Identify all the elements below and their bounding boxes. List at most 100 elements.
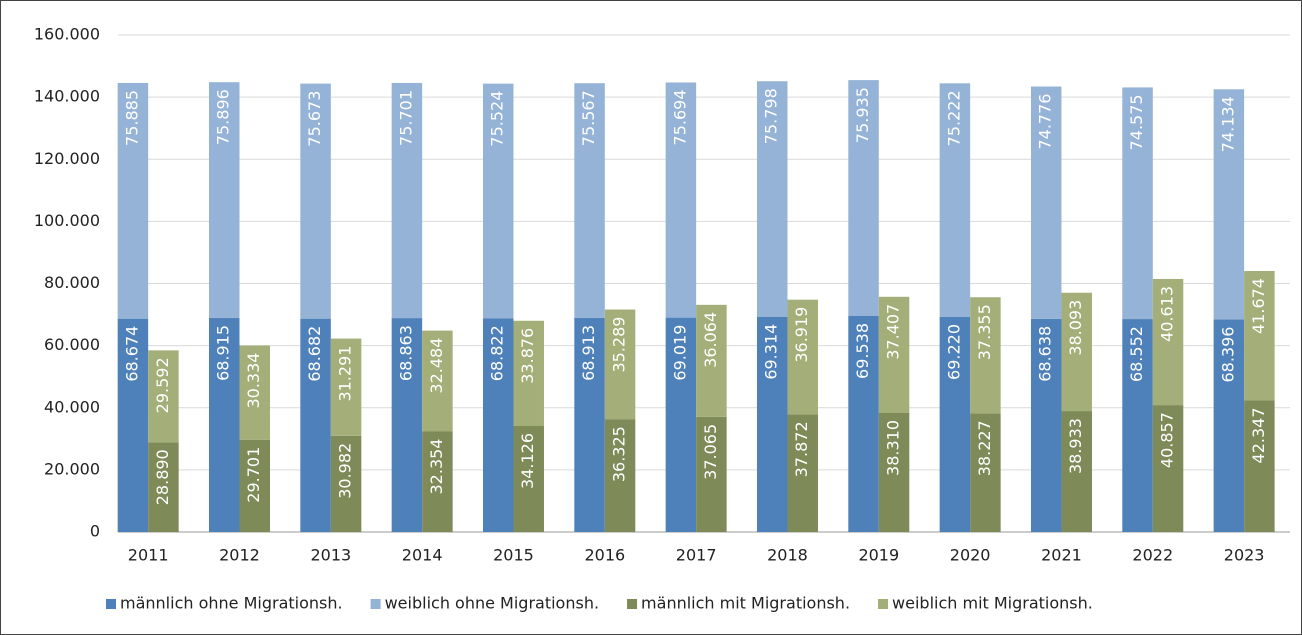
bar — [1061, 292, 1092, 412]
data-label: 68.863 — [396, 325, 415, 381]
data-label: 34.126 — [518, 433, 537, 489]
bar — [970, 413, 1001, 532]
x-tick-label: 2019 — [858, 546, 899, 565]
legend-swatch — [878, 599, 889, 609]
y-tick-label: 80.000 — [44, 273, 100, 292]
data-label: 74.776 — [1036, 94, 1055, 150]
bar — [300, 83, 331, 319]
data-label: 75.798 — [762, 88, 781, 144]
data-label: 68.915 — [214, 325, 233, 381]
data-label: 28.890 — [153, 449, 172, 505]
bar — [330, 435, 362, 532]
data-label: 37.065 — [701, 424, 720, 480]
data-label: 68.396 — [1218, 327, 1237, 383]
bar — [117, 82, 149, 319]
bar — [878, 412, 910, 532]
data-label: 30.334 — [244, 353, 263, 409]
bar — [148, 442, 179, 532]
data-label: 35.289 — [610, 317, 629, 373]
bar — [513, 425, 544, 532]
bar — [208, 82, 240, 318]
bar — [1152, 405, 1184, 532]
bar — [239, 439, 270, 532]
data-label: 37.872 — [792, 421, 811, 477]
y-tick-label: 140.000 — [34, 87, 100, 106]
bar — [574, 83, 605, 318]
data-label: 75.567 — [579, 90, 598, 146]
x-tick-label: 2020 — [950, 546, 991, 565]
bar — [756, 81, 788, 317]
x-tick-label: 2018 — [767, 546, 808, 565]
x-tick-label: 2013 — [310, 546, 351, 565]
bar — [939, 316, 971, 532]
data-label: 33.876 — [518, 328, 537, 384]
legend-swatch — [106, 599, 116, 609]
y-tick-label: 0 — [90, 522, 100, 541]
bar — [665, 317, 697, 532]
bar — [848, 315, 879, 532]
bar — [117, 318, 149, 532]
x-tick-label: 2022 — [1132, 546, 1173, 565]
y-tick-label: 20.000 — [44, 459, 100, 478]
bar — [878, 296, 910, 413]
bar — [482, 83, 514, 319]
bar — [604, 419, 636, 532]
data-label: 75.222 — [944, 90, 963, 146]
data-label: 68.674 — [122, 326, 141, 382]
y-tick-label: 120.000 — [34, 149, 100, 168]
bar — [1244, 271, 1275, 401]
data-label: 75.701 — [396, 90, 415, 146]
bar — [1061, 411, 1092, 532]
legend-label: männlich ohne Migrationsh. — [120, 594, 343, 613]
data-label: 68.552 — [1127, 326, 1146, 382]
bar — [848, 80, 879, 316]
y-tick-label: 60.000 — [44, 335, 100, 354]
data-label: 75.673 — [305, 91, 324, 147]
bar — [422, 431, 453, 532]
data-label: 38.093 — [1066, 300, 1085, 356]
bar — [665, 82, 697, 318]
bar — [756, 316, 788, 532]
bar — [422, 330, 453, 432]
bar — [1213, 89, 1245, 320]
bar — [1122, 87, 1153, 320]
data-label: 31.291 — [336, 346, 355, 402]
legend-label: weiblich ohne Migrationsh. — [385, 594, 599, 613]
legend-label: weiblich mit Migrationsh. — [892, 594, 1093, 613]
bar — [1030, 86, 1062, 319]
data-label: 75.935 — [853, 87, 872, 143]
bar — [1152, 278, 1184, 406]
data-label: 75.694 — [670, 89, 689, 145]
data-label: 38.227 — [975, 420, 994, 476]
data-label: 68.913 — [579, 325, 598, 381]
bar — [300, 318, 331, 532]
data-label: 69.314 — [762, 324, 781, 380]
x-tick-label: 2012 — [219, 546, 260, 565]
bar — [696, 416, 727, 532]
data-label: 68.822 — [488, 325, 507, 381]
data-label: 32.484 — [427, 338, 446, 394]
bar — [970, 297, 1001, 414]
bar — [1122, 319, 1153, 532]
bar — [787, 299, 818, 415]
bar — [696, 304, 727, 417]
bar — [391, 318, 423, 532]
bar — [574, 317, 605, 532]
bar — [604, 309, 636, 420]
legend-swatch — [627, 599, 638, 609]
data-label: 74.134 — [1218, 96, 1237, 152]
data-label: 42.347 — [1249, 407, 1268, 463]
data-label: 69.220 — [944, 324, 963, 380]
data-label: 30.982 — [336, 443, 355, 499]
data-label: 29.701 — [244, 447, 263, 503]
data-label: 74.575 — [1127, 94, 1146, 150]
data-label: 40.613 — [1158, 286, 1177, 342]
bar — [1213, 319, 1245, 532]
x-tick-label: 2014 — [402, 546, 443, 565]
bar — [391, 82, 423, 319]
data-label: 75.524 — [488, 91, 507, 147]
legend-label: männlich mit Migrationsh. — [641, 594, 850, 613]
y-tick-label: 40.000 — [44, 397, 100, 416]
